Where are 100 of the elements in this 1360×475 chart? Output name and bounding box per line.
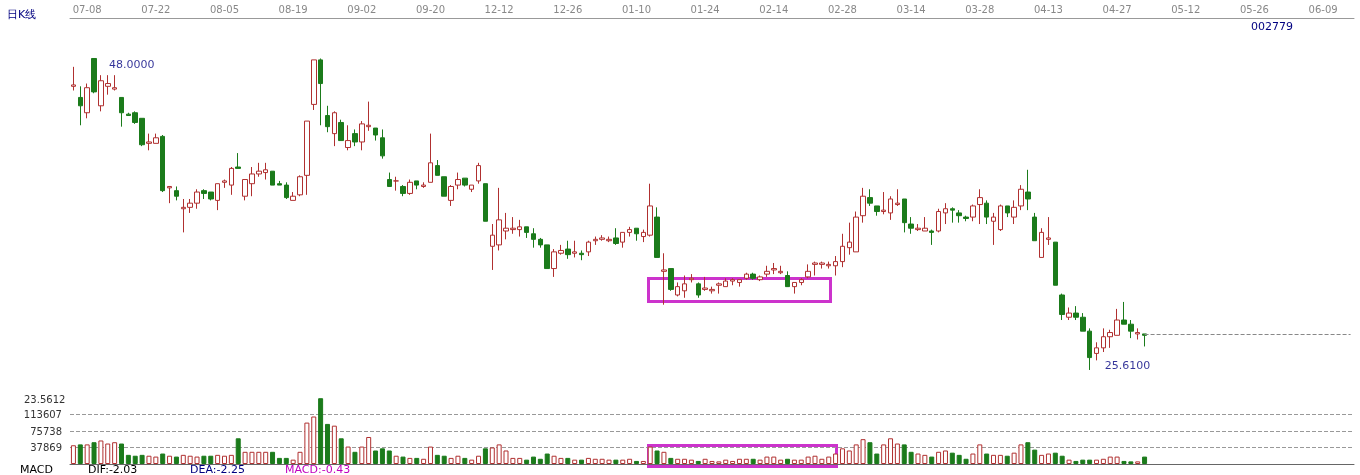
candlestick	[332, 110, 337, 147]
candlestick	[270, 170, 275, 186]
bar	[997, 454, 1003, 464]
candlestick	[400, 184, 406, 197]
candlestick	[1005, 205, 1010, 218]
candlestick	[297, 174, 303, 197]
bar	[881, 444, 887, 464]
candlestick	[304, 120, 310, 196]
bar	[160, 453, 166, 464]
bar	[579, 459, 585, 464]
candlestick	[393, 176, 399, 192]
bar	[366, 436, 372, 464]
candlestick	[627, 226, 632, 238]
bar	[633, 460, 639, 464]
candlestick	[325, 105, 330, 133]
bar	[338, 438, 344, 464]
bar	[441, 455, 447, 464]
bar	[270, 451, 276, 464]
x-tick-label: 06-09	[1308, 3, 1338, 15]
bar	[613, 459, 619, 464]
bar	[530, 456, 536, 464]
bar	[1059, 455, 1065, 464]
candlestick	[936, 208, 941, 233]
bar	[647, 446, 653, 464]
bar	[524, 459, 530, 464]
candlestick	[675, 281, 680, 297]
bar	[173, 456, 179, 464]
bar	[1052, 452, 1058, 464]
bar	[469, 459, 475, 464]
candlestick	[428, 133, 433, 183]
candlestick	[373, 127, 378, 142]
bar	[112, 442, 118, 464]
bar	[482, 448, 488, 464]
candlestick	[160, 134, 165, 193]
bar	[991, 454, 997, 464]
bar	[180, 454, 186, 464]
x-tick-label: 08-19	[278, 3, 308, 15]
bar	[462, 457, 468, 464]
candlestick	[277, 180, 282, 186]
candlestick	[757, 275, 763, 282]
bar	[386, 450, 392, 464]
bar	[421, 458, 427, 464]
bar	[750, 458, 756, 464]
candlestick	[441, 176, 447, 197]
candlestick	[1046, 216, 1051, 246]
bar	[736, 458, 742, 464]
bar	[352, 451, 358, 464]
candlestick	[991, 212, 996, 246]
bar	[668, 457, 674, 464]
candlestick	[284, 181, 289, 200]
bar	[778, 459, 784, 464]
bar	[345, 446, 351, 464]
candlestick	[950, 206, 955, 224]
bar	[379, 448, 385, 464]
candlestick	[943, 202, 948, 225]
candlestick	[929, 229, 934, 246]
bar	[839, 448, 845, 464]
x-tick-label: 04-13	[1033, 3, 1063, 15]
candlestick	[407, 179, 413, 196]
bar	[400, 456, 406, 464]
candlestick	[78, 85, 83, 126]
bar	[1087, 459, 1093, 464]
candlestick	[579, 249, 584, 261]
candlestick	[1025, 169, 1031, 211]
candlestick	[387, 172, 392, 187]
x-tick-label: 05-12	[1171, 3, 1201, 15]
annotation: DIF:-2.03	[88, 463, 138, 475]
candlestick	[860, 187, 866, 224]
bar	[730, 460, 736, 464]
candlestick	[1094, 341, 1099, 361]
candlestick	[867, 188, 873, 207]
annotation: 48.0000	[109, 57, 155, 71]
bar	[427, 446, 433, 464]
bar	[221, 455, 227, 464]
candlestick	[661, 252, 667, 306]
bar	[331, 425, 337, 464]
bar	[1039, 454, 1045, 464]
bar	[654, 450, 660, 464]
bar	[1045, 453, 1051, 464]
bar	[984, 453, 990, 464]
bar	[318, 398, 324, 464]
y-tick-label: 113607	[23, 409, 62, 420]
candlestick	[352, 128, 358, 147]
chart-subtitle: 002779	[1251, 20, 1294, 33]
candlestick	[998, 204, 1003, 232]
candlestick	[744, 272, 749, 281]
x-tick-label: 01-24	[690, 3, 720, 15]
candlestick	[750, 272, 756, 281]
candlestick	[984, 199, 989, 225]
candlestick	[1053, 241, 1058, 286]
bar	[682, 458, 688, 464]
candlestick	[771, 262, 777, 275]
candlestick	[476, 162, 481, 185]
bar	[949, 452, 955, 464]
bar	[70, 445, 76, 464]
candlestick	[448, 184, 454, 207]
x-tick-label: 09-20	[415, 3, 446, 15]
bar	[263, 451, 269, 464]
candlestick	[874, 205, 880, 217]
bar	[1094, 459, 1100, 464]
